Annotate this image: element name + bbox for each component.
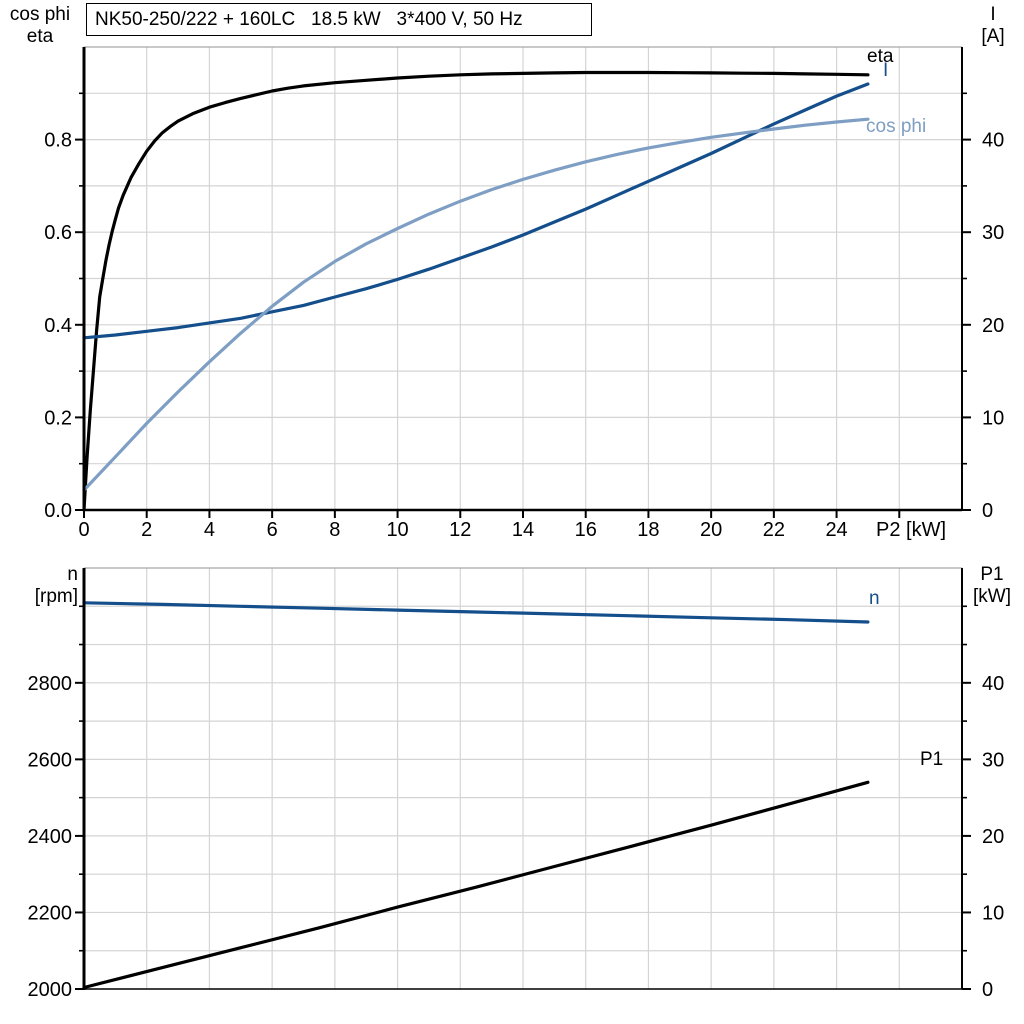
speed-axis-title-line2: [rpm]: [34, 586, 78, 607]
right-axis-tick-label: 10: [982, 902, 1004, 924]
curve-label-p1: P1: [920, 749, 944, 770]
left-axis-title-line1: cos phi: [9, 4, 71, 25]
chart-title-box: NK50-250/222 + 160LC 18.5 kW 3*400 V, 50…: [86, 3, 592, 36]
right-axis-tick-label: 40: [982, 673, 1004, 695]
left-axis-tick-label: 0.4: [44, 315, 72, 337]
top-left-axis-title: cos phi eta: [0, 4, 80, 48]
curve-P1: [82, 780, 870, 990]
right-axis-tick-label: 0: [982, 979, 993, 1001]
curve-label-speed: n: [869, 588, 880, 609]
bottom-left-axis-title: n [rpm]: [0, 564, 78, 608]
bottom-right-axis-title: P1 [kW]: [962, 564, 1022, 608]
x-axis-tick-label: 4: [204, 519, 215, 541]
right-axis-tick-label: 20: [982, 315, 1004, 337]
left-axis-tick-label: 2400: [28, 826, 73, 848]
right-axis-tick-label: 40: [982, 130, 1004, 152]
x-axis-tick-label: 16: [575, 519, 597, 541]
curve-label-cos-phi: cos phi: [866, 116, 927, 137]
right-axis-tick-label: 0: [982, 500, 993, 522]
x-axis-tick-label: 22: [763, 519, 785, 541]
left-axis-tick-label: 0.2: [44, 407, 72, 429]
x-axis-tick-label: 2: [141, 519, 152, 541]
left-axis-tick-label: 0.0: [44, 500, 72, 522]
right-axis-title-line1: I: [990, 4, 996, 25]
left-axis-title-line2: eta: [26, 26, 54, 47]
curve-label-current: I: [883, 60, 889, 81]
curve-I: [82, 82, 870, 340]
power-axis-title-line1: P1: [980, 564, 1004, 585]
x-axis-tick-label: 10: [386, 519, 408, 541]
x-axis-tick-label: 6: [267, 519, 278, 541]
right-axis-tick-label: 20: [982, 826, 1004, 848]
right-axis-tick-label: 10: [982, 407, 1004, 429]
x-axis-tick-label: 20: [700, 519, 722, 541]
left-axis-tick-label: 0.8: [44, 130, 72, 152]
x-axis-tick-label: 12: [449, 519, 471, 541]
x-axis-tick-label: 14: [512, 519, 534, 541]
curve-cos-phi: [82, 117, 870, 492]
x-axis-tick-label: 0: [78, 519, 89, 541]
speed-axis-title-line1: n: [67, 564, 78, 585]
top-right-axis-title: I [A]: [964, 4, 1022, 48]
curve-eta: [82, 70, 870, 512]
left-axis-tick-label: 2200: [28, 902, 73, 924]
curve-n: [82, 601, 870, 624]
x-axis-tick-label: 18: [637, 519, 659, 541]
left-axis-tick-label: 2600: [28, 749, 73, 771]
chart-2-plot: 2000 2200 2400 2600 2800 0 10 20 30 40: [28, 567, 1004, 1001]
right-axis-tick-label: 30: [982, 749, 1004, 771]
power-axis-title-line2: [kW]: [973, 586, 1011, 607]
left-axis-tick-label: 2800: [28, 673, 73, 695]
x-axis-tick-label: 8: [329, 519, 340, 541]
x-axis-label: P2 [kW]: [876, 519, 947, 541]
left-axis-tick-label: 0.6: [44, 222, 72, 244]
left-axis-tick-label: 2000: [28, 979, 73, 1001]
x-axis-tick-label: 24: [825, 519, 847, 541]
curve-label-eta: eta: [867, 46, 894, 67]
right-axis-title-line2: [A]: [981, 26, 1005, 47]
right-axis-tick-label: 30: [982, 222, 1004, 244]
